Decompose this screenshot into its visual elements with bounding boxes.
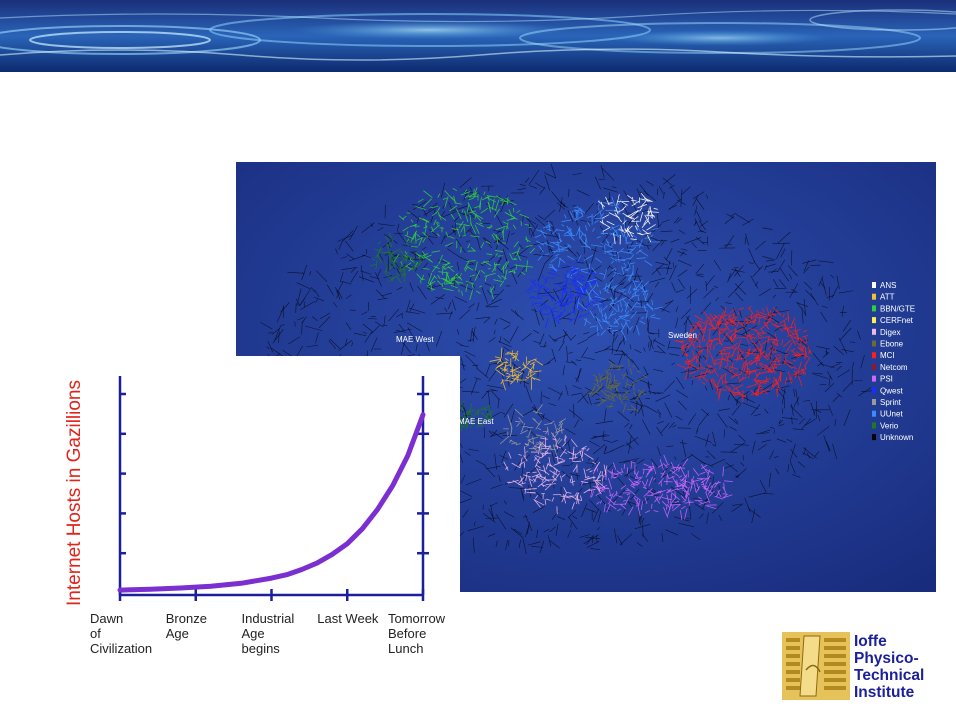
legend-entry: ANS — [880, 281, 896, 290]
legend-swatch — [872, 317, 876, 324]
logo-emblem — [782, 632, 850, 700]
map-label-mae-west: MAE West — [396, 335, 434, 344]
x-tick-label: Tomorrow — [388, 611, 446, 626]
x-tick-label: Lunch — [388, 641, 423, 656]
x-tick-label: of — [90, 626, 101, 641]
map-label-mae-east: MAE East — [458, 417, 494, 426]
x-tick-label: Dawn — [90, 611, 123, 626]
legend-entry: Verio — [880, 421, 899, 430]
logo-line-3: Technical — [854, 667, 924, 684]
legend-entry: Digex — [880, 328, 900, 337]
ioffe-logo: Ioffe Physico- Technical Institute — [782, 632, 924, 701]
legend-entry: Ebone — [880, 340, 904, 349]
legend-entry: ATT — [880, 293, 895, 302]
header-banner — [0, 0, 956, 72]
x-tick-label: Age — [166, 626, 189, 641]
legend-swatch — [872, 328, 876, 335]
legend-entry: MCI — [880, 351, 895, 360]
x-tick-labels: DawnofCivilizationBronzeAgeIndustrialAge… — [90, 589, 446, 656]
legend-swatch — [872, 387, 876, 394]
legend-swatch — [872, 434, 876, 441]
series-line — [117, 412, 426, 593]
map-label-sweden: Sweden — [668, 331, 697, 340]
legend-entry: Sprint — [880, 398, 902, 407]
legend-swatch — [872, 375, 876, 382]
x-tick-label: Bronze — [166, 611, 207, 626]
x-tick-label: Last Week — [317, 611, 379, 626]
x-tick-label: Industrial — [242, 611, 295, 626]
legend-swatch — [872, 410, 876, 417]
map-legend: ANS ATT BBN/GTE CERFnet Digex Ebone MCI Netcom P… — [872, 281, 915, 442]
legend-entry: Unknown — [880, 433, 913, 442]
logo-line-4: Institute — [854, 684, 915, 701]
legend-swatch — [872, 399, 876, 405]
legend-swatch — [872, 363, 876, 370]
x-tick-label: Before — [388, 626, 426, 641]
logo-line-2: Physico- — [854, 650, 919, 667]
legend-swatch — [872, 305, 876, 312]
y-axis-label: Internet Hosts in Gazillions — [64, 380, 85, 606]
legend-entry: Netcom — [880, 363, 908, 372]
logo-line-1: Ioffe — [854, 633, 887, 650]
x-tick-label: begins — [242, 641, 281, 656]
legend-swatch — [872, 352, 876, 359]
legend-entry: UUnet — [880, 410, 903, 419]
hosts-growth-chart: Internet Hosts in Gazillions DawnofCivil… — [60, 356, 460, 666]
legend-swatch — [872, 293, 876, 300]
legend-entry: BBN/GTE — [880, 304, 915, 313]
x-tick-label: Civilization — [90, 641, 152, 656]
legend-entry: PSI — [880, 375, 893, 384]
chart-panel — [60, 356, 460, 666]
legend-swatch — [872, 422, 876, 429]
legend-entry: Qwest — [880, 386, 903, 395]
legend-swatch — [872, 340, 876, 347]
x-tick-label: Age — [242, 626, 265, 641]
legend-swatch — [872, 282, 876, 288]
legend-entry: CERFnet — [880, 316, 914, 325]
network-clusters — [369, 187, 812, 520]
